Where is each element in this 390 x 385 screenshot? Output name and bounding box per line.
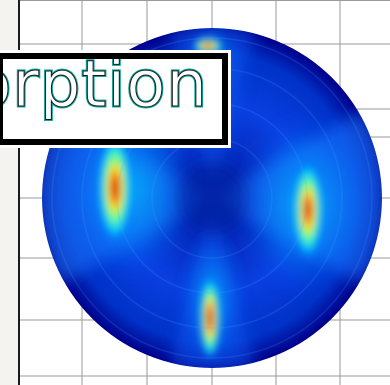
label-text: orption xyxy=(3,59,208,122)
label-inner: orption orption xyxy=(3,59,222,139)
label-text-stroke: orption xyxy=(3,59,208,122)
label-box: orption orption xyxy=(0,50,231,148)
